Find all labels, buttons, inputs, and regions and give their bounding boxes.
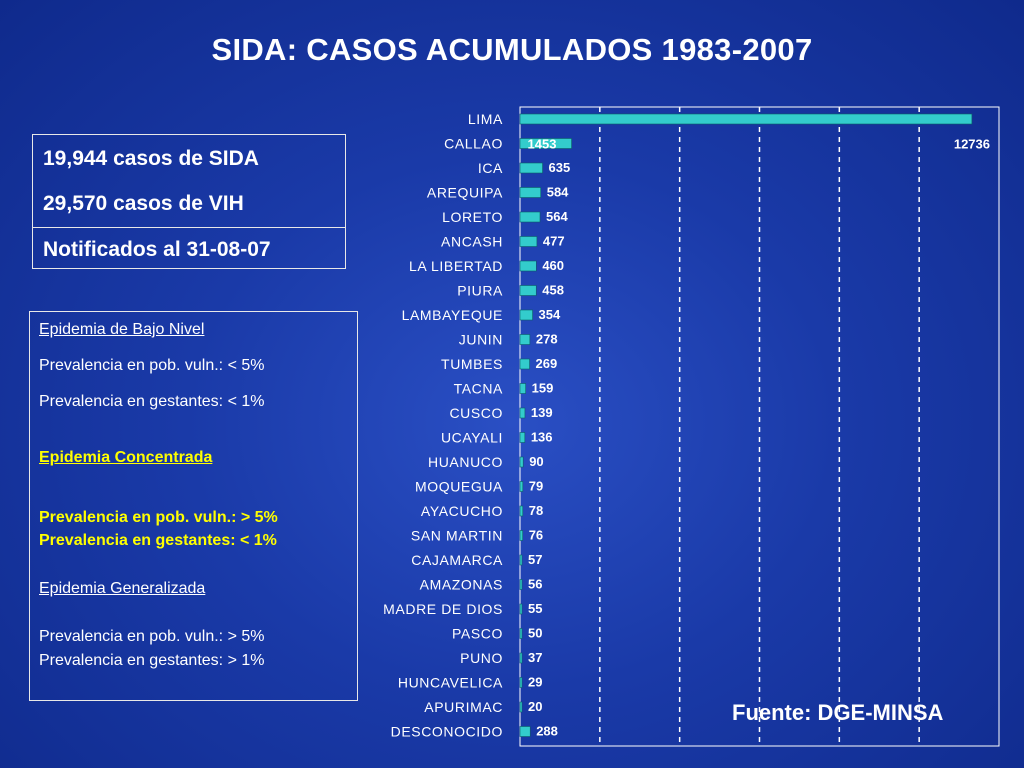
- concentrated-gestantes: Prevalencia en gestantes: < 1%: [39, 532, 277, 549]
- data-label: 460: [542, 258, 564, 273]
- category-label: ICA: [478, 160, 503, 176]
- summary-divider: [33, 227, 345, 228]
- bar: [519, 334, 531, 345]
- category-label: HUNCAVELICA: [398, 675, 503, 691]
- data-label: 159: [532, 381, 554, 396]
- bar: [519, 481, 524, 492]
- bar: [519, 138, 572, 149]
- category-label: UCAYALI: [441, 430, 503, 446]
- bar: [519, 187, 542, 198]
- data-label: 136: [531, 430, 553, 445]
- source-note: Fuente: DGE-MINSA: [732, 700, 944, 725]
- data-label: 477: [543, 234, 565, 249]
- low-level-heading: Epidemia de Bajo Nivel: [39, 321, 205, 338]
- data-label: 79: [529, 479, 543, 494]
- data-label: 278: [536, 332, 558, 347]
- data-label: 50: [528, 626, 542, 641]
- low-level-gestantes: Prevalencia en gestantes: < 1%: [39, 393, 265, 410]
- category-label: CUSCO: [449, 405, 503, 421]
- category-label: DESCONOCIDO: [391, 724, 503, 740]
- data-label: 269: [536, 356, 558, 371]
- bar: [519, 603, 523, 615]
- data-label: 55: [528, 601, 542, 616]
- data-label: 20: [528, 699, 542, 714]
- data-label: 37: [528, 650, 542, 665]
- category-label: MADRE DE DIOS: [383, 601, 503, 617]
- data-label: 90: [529, 454, 543, 469]
- low-level-pob-vuln: Prevalencia en pob. vuln.: < 5%: [39, 357, 265, 374]
- bar: [519, 456, 524, 468]
- category-label: APURIMAC: [424, 699, 503, 715]
- category-label: CAJAMARCA: [411, 552, 503, 568]
- category-label: LAMBAYEQUE: [402, 307, 503, 323]
- data-label: 76: [529, 528, 543, 543]
- category-label: PIURA: [457, 283, 503, 299]
- category-label: HUANUCO: [428, 454, 503, 470]
- slide-title: SIDA: CASOS ACUMULADOS 1983-2007: [211, 32, 813, 67]
- data-label: 139: [531, 405, 553, 420]
- category-label: PUNO: [460, 650, 503, 666]
- bar: [519, 677, 523, 688]
- data-label: 56: [528, 577, 542, 592]
- generalized-gestantes: Prevalencia en gestantes: > 1%: [39, 652, 265, 669]
- bar: [519, 113, 973, 125]
- data-label: 29: [528, 675, 542, 690]
- notified-date-text: Notificados al 31-08-07: [43, 238, 271, 261]
- category-label: AMAZONAS: [420, 577, 503, 593]
- data-label: 57: [528, 552, 542, 567]
- category-label: LORETO: [442, 209, 503, 225]
- data-label: 458: [542, 283, 564, 298]
- category-label: LA LIBERTAD: [409, 258, 503, 274]
- category-label: TUMBES: [441, 356, 503, 372]
- data-label: 564: [546, 209, 568, 224]
- summary-box: 19,944 casos de SIDA 29,570 casos de VIH…: [32, 134, 346, 269]
- data-label: 1453: [528, 137, 557, 152]
- bar: [519, 358, 530, 370]
- data-label: 12736: [954, 137, 990, 152]
- data-label: 78: [529, 503, 543, 518]
- category-label: JUNIN: [459, 332, 503, 348]
- category-label: AYACUCHO: [421, 503, 503, 519]
- category-label: TACNA: [454, 381, 503, 397]
- bar: [519, 432, 526, 443]
- concentrated-heading: Epidemia Concentrada: [39, 449, 213, 466]
- data-label: 288: [536, 724, 558, 739]
- generalized-heading: Epidemia Generalizada: [39, 580, 206, 597]
- category-label: MOQUEGUA: [415, 479, 503, 495]
- bar: [519, 285, 537, 296]
- generalized-pob-vuln: Prevalencia en pob. vuln.: > 5%: [39, 628, 265, 645]
- category-label: ANCASH: [441, 234, 503, 250]
- bar: [519, 579, 523, 590]
- category-label: LIMA: [468, 111, 503, 127]
- sida-cases-text: 19,944 casos de SIDA: [43, 147, 259, 170]
- bar: [519, 530, 523, 541]
- data-label: 635: [549, 160, 571, 175]
- bar: [519, 236, 538, 247]
- bar: [519, 309, 533, 321]
- bar: [519, 211, 541, 223]
- bar: [519, 701, 523, 713]
- epidemic-levels-box: Epidemia de Bajo Nivel Prevalencia en po…: [29, 311, 358, 701]
- bar: [519, 554, 523, 566]
- bar: [519, 652, 523, 664]
- category-label: PASCO: [452, 626, 503, 642]
- data-label: 354: [539, 307, 561, 322]
- concentrated-pob-vuln: Prevalencia en pob. vuln.: > 5%: [39, 509, 278, 526]
- bar: [519, 505, 524, 517]
- bar: [519, 726, 531, 737]
- category-label: SAN MARTIN: [411, 528, 503, 544]
- data-label: 584: [547, 185, 569, 200]
- bar: [519, 260, 537, 272]
- category-label: CALLAO: [444, 136, 503, 152]
- bar: [519, 407, 526, 419]
- bar: [519, 383, 526, 394]
- vih-cases-text: 29,570 casos de VIH: [43, 192, 244, 215]
- category-label: AREQUIPA: [427, 185, 503, 201]
- bar: [519, 628, 523, 639]
- bar: [519, 162, 543, 174]
